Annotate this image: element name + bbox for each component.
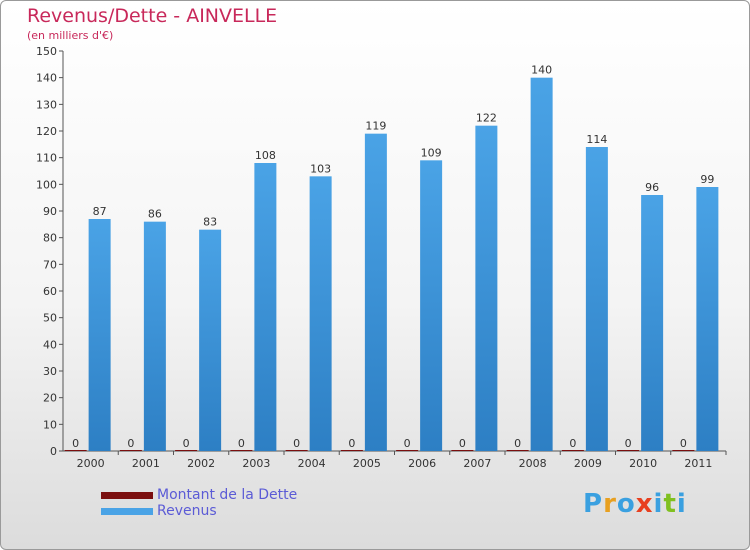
data-label-dette: 0 bbox=[680, 437, 687, 450]
y-tick-label: 150 bbox=[36, 45, 57, 58]
data-label-revenus: 86 bbox=[148, 208, 162, 221]
y-tick-label: 10 bbox=[43, 418, 57, 431]
data-label-revenus: 119 bbox=[365, 120, 386, 133]
bar-revenus bbox=[420, 160, 443, 452]
logo-letter: i bbox=[653, 489, 664, 519]
x-tick-label: 2002 bbox=[187, 457, 215, 470]
bar-revenus bbox=[199, 229, 222, 451]
logo-letter: o bbox=[616, 489, 636, 519]
logo-letter: t bbox=[663, 489, 677, 519]
data-label-revenus: 122 bbox=[476, 112, 497, 125]
y-tick-label: 130 bbox=[36, 98, 57, 111]
chart-subtitle: (en milliers d'€) bbox=[27, 29, 114, 42]
chart-title: Revenus/Dette - AINVELLE bbox=[27, 5, 278, 27]
legend-swatch-dette bbox=[101, 492, 153, 499]
y-tick-label: 20 bbox=[43, 392, 57, 405]
x-tick-label: 2001 bbox=[132, 457, 160, 470]
data-label-dette: 0 bbox=[293, 437, 300, 450]
y-tick-label: 70 bbox=[43, 258, 57, 271]
logo-letter: x bbox=[635, 489, 654, 519]
x-tick-label: 2007 bbox=[463, 457, 491, 470]
bar-revenus bbox=[641, 195, 664, 451]
data-label-dette: 0 bbox=[569, 437, 576, 450]
x-tick-label: 2003 bbox=[242, 457, 270, 470]
data-label-revenus: 114 bbox=[586, 133, 607, 146]
data-label-dette: 0 bbox=[459, 437, 466, 450]
proxiti-logo: Proxiti bbox=[583, 489, 687, 519]
bar-dette bbox=[451, 450, 474, 451]
bar-dette bbox=[285, 450, 308, 451]
data-label-revenus: 108 bbox=[255, 149, 276, 162]
y-tick-label: 50 bbox=[43, 312, 57, 325]
y-tick-label: 0 bbox=[50, 445, 57, 458]
data-label-dette: 0 bbox=[238, 437, 245, 450]
bar-dette bbox=[617, 450, 640, 451]
bar-dette bbox=[672, 450, 695, 451]
data-label-revenus: 109 bbox=[421, 146, 442, 159]
bar-dette bbox=[506, 450, 529, 451]
bar-revenus bbox=[475, 125, 498, 452]
data-label-revenus: 83 bbox=[203, 216, 217, 229]
bar-revenus bbox=[88, 219, 111, 451]
data-label-revenus: 103 bbox=[310, 162, 331, 175]
y-tick-label: 30 bbox=[43, 365, 57, 378]
data-label-dette: 0 bbox=[348, 437, 355, 450]
data-label-revenus: 96 bbox=[645, 181, 659, 194]
y-tick-label: 40 bbox=[43, 338, 57, 351]
y-tick-label: 80 bbox=[43, 232, 57, 245]
y-tick-label: 100 bbox=[36, 178, 57, 191]
x-tick-label: 2006 bbox=[408, 457, 436, 470]
logo-letter: i bbox=[676, 489, 687, 519]
data-label-revenus: 87 bbox=[93, 205, 107, 218]
bar-revenus bbox=[309, 176, 332, 452]
y-tick-label: 140 bbox=[36, 72, 57, 85]
legend-label-dette: Montant de la Dette bbox=[157, 487, 298, 503]
bar-dette bbox=[64, 450, 87, 451]
y-tick-label: 90 bbox=[43, 205, 57, 218]
data-label-revenus: 99 bbox=[700, 173, 714, 186]
bar-dette bbox=[561, 450, 584, 451]
data-label-dette: 0 bbox=[72, 437, 79, 450]
bar-dette bbox=[230, 450, 253, 451]
x-tick-label: 2009 bbox=[574, 457, 602, 470]
x-tick-label: 2005 bbox=[353, 457, 381, 470]
bar-revenus bbox=[696, 187, 719, 451]
data-label-dette: 0 bbox=[404, 437, 411, 450]
bar-revenus bbox=[530, 77, 553, 452]
x-tick-label: 2008 bbox=[519, 457, 547, 470]
bar-dette bbox=[340, 450, 363, 451]
bar-dette bbox=[119, 450, 142, 451]
y-tick-label: 60 bbox=[43, 285, 57, 298]
x-tick-label: 2011 bbox=[684, 457, 712, 470]
x-tick-label: 2004 bbox=[298, 457, 326, 470]
bar-revenus bbox=[143, 221, 166, 451]
x-tick-label: 2000 bbox=[77, 457, 105, 470]
data-label-revenus: 140 bbox=[531, 64, 552, 77]
data-label-dette: 0 bbox=[514, 437, 521, 450]
logo-letter: P bbox=[583, 489, 604, 519]
legend-label-revenus: Revenus bbox=[157, 503, 217, 519]
bar-revenus bbox=[585, 147, 608, 451]
y-tick-label: 110 bbox=[36, 152, 57, 165]
bar-dette bbox=[396, 450, 419, 451]
legend-swatch-revenus bbox=[101, 508, 153, 515]
data-label-dette: 0 bbox=[625, 437, 632, 450]
y-tick-label: 120 bbox=[36, 125, 57, 138]
bar-dette bbox=[175, 450, 198, 451]
data-label-dette: 0 bbox=[183, 437, 190, 450]
logo-letter: r bbox=[603, 489, 617, 519]
x-tick-label: 2010 bbox=[629, 457, 657, 470]
data-label-dette: 0 bbox=[127, 437, 134, 450]
bar-revenus bbox=[364, 133, 387, 451]
bar-revenus bbox=[254, 163, 277, 451]
